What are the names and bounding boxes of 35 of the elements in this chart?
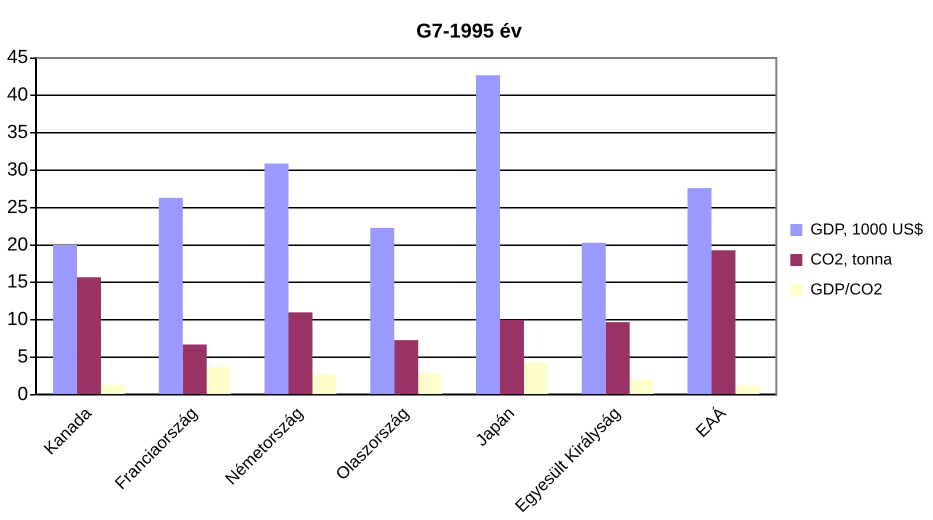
chart-title: G7-1995 év: [416, 20, 523, 43]
bar: [394, 340, 418, 394]
bar: [630, 380, 654, 394]
y-tick-label: 30: [6, 159, 28, 180]
legend-label: GDP/CO2: [810, 281, 882, 298]
bar: [370, 228, 394, 394]
bar: [688, 188, 712, 394]
bar: [53, 245, 78, 394]
y-tick-label: 0: [18, 384, 28, 405]
legend-label: CO2, tonna: [810, 251, 892, 268]
y-tick-label: 20: [6, 234, 28, 256]
bar: [288, 312, 312, 394]
bar: [100, 384, 125, 394]
bar: [312, 374, 336, 394]
legend-label: GDP, 1000 US$: [810, 221, 924, 238]
bar: [77, 277, 101, 394]
bar: [711, 250, 736, 394]
bar: [582, 242, 606, 394]
y-tick-label: 40: [6, 84, 28, 106]
y-tick-label: 25: [6, 196, 28, 218]
y-tick-label: 10: [6, 309, 28, 330]
bar: [606, 322, 630, 394]
bar: [524, 362, 548, 394]
y-tick-label: 5: [18, 346, 28, 368]
y-tick-label: 45: [6, 47, 28, 68]
bar: [418, 372, 442, 394]
bar: [264, 163, 289, 394]
bar: [500, 320, 524, 394]
y-tick-label: 15: [6, 272, 28, 293]
bar: [182, 344, 207, 394]
bar: [158, 198, 183, 394]
bar: [735, 384, 760, 394]
bar: [476, 75, 500, 394]
bar: [206, 367, 231, 394]
y-tick-label: 35: [6, 122, 28, 144]
